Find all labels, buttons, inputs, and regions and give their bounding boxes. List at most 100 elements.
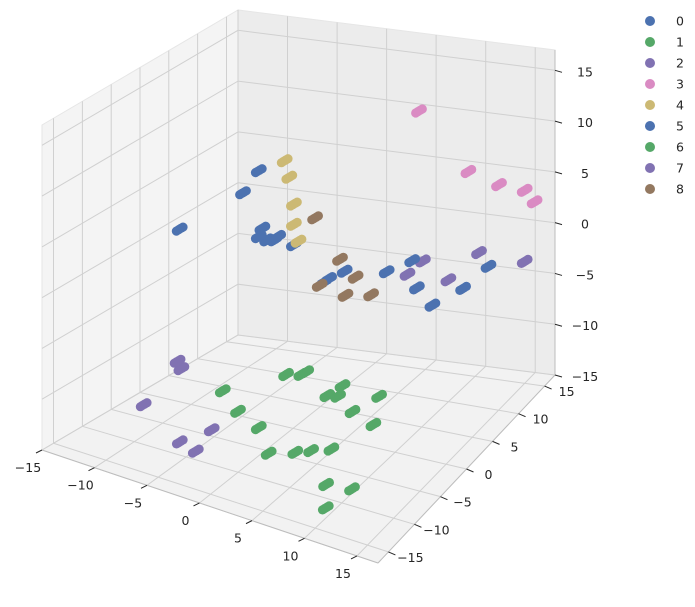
data-point <box>267 446 277 456</box>
data-point <box>288 170 298 180</box>
legend-label-4: 4 <box>676 98 684 113</box>
series-3 <box>411 104 543 209</box>
x-tick-mark <box>140 484 148 489</box>
data-point <box>330 442 340 452</box>
z-tick-label: −10 <box>572 318 598 333</box>
z-tick-label: 0 <box>581 217 589 232</box>
data-point <box>351 404 361 415</box>
legend-label-7: 7 <box>676 161 684 176</box>
series-6 <box>214 384 360 515</box>
x-tick-label: 15 <box>335 566 351 581</box>
data-point <box>178 435 188 445</box>
x-tick-mark <box>193 502 200 507</box>
data-point <box>318 278 328 288</box>
series-2 <box>169 246 533 376</box>
data-point <box>415 281 425 291</box>
legend-marker-3 <box>645 79 655 89</box>
axis-lines <box>35 50 563 564</box>
data-point <box>338 252 348 262</box>
data-point <box>385 265 395 275</box>
y-tick-mark <box>492 440 500 445</box>
x-grid-line <box>146 22 338 486</box>
data-point <box>257 421 267 431</box>
data-point <box>421 254 431 264</box>
data-point <box>292 217 302 227</box>
legend-label-8: 8 <box>676 182 684 197</box>
x-tick-mark <box>350 555 358 560</box>
data-point <box>178 222 188 232</box>
legend-marker-2 <box>645 58 655 68</box>
y-grid-line <box>81 101 415 525</box>
x-grid-line <box>94 16 288 469</box>
y-tick-label: −15 <box>397 550 423 565</box>
data-point <box>176 354 186 364</box>
data-point <box>350 482 360 492</box>
x-grid-line <box>304 41 487 539</box>
z-tick-label: 5 <box>581 166 589 181</box>
legend-label-1: 1 <box>676 35 684 50</box>
data-point <box>372 417 382 428</box>
x-tick-mark <box>245 520 253 525</box>
series-5 <box>171 164 497 312</box>
z-grid-line <box>41 283 556 400</box>
y-tick-mark <box>388 551 396 556</box>
data-point <box>180 362 190 372</box>
y-grid-line <box>139 67 467 470</box>
x-tick-label: 5 <box>234 531 242 546</box>
data-point <box>523 254 533 264</box>
data-point <box>294 445 304 455</box>
data-point <box>297 234 307 244</box>
z-grid-line <box>41 334 556 451</box>
data-point <box>417 104 427 114</box>
y-tick-mark <box>466 468 474 473</box>
x-tick-mark <box>35 449 43 454</box>
legend: 0 1 2 3 4 5 6 7 8 <box>645 14 684 197</box>
grid-lines <box>41 10 556 557</box>
z-tick-label: −15 <box>572 369 598 384</box>
x-grid-line <box>356 47 536 557</box>
data-point <box>461 281 471 291</box>
data-point <box>313 211 323 221</box>
data-points <box>135 104 543 515</box>
data-point <box>257 230 267 240</box>
z-tick-label: 10 <box>577 115 593 130</box>
y-tick-label: −5 <box>453 495 471 510</box>
x-tick-mark <box>88 467 95 472</box>
data-point <box>221 384 231 394</box>
data-point <box>309 444 319 454</box>
data-point <box>336 389 346 399</box>
data-point <box>533 195 543 205</box>
data-point <box>283 154 293 164</box>
x-tick-label: −10 <box>67 478 93 493</box>
data-point <box>241 186 251 196</box>
series-1 <box>278 365 387 459</box>
y-grid-line <box>197 33 519 415</box>
data-point <box>324 477 334 488</box>
z-tick-label: −5 <box>576 267 594 282</box>
data-point <box>261 221 271 231</box>
data-point <box>210 423 220 433</box>
x-tick-label: −15 <box>15 460 41 475</box>
data-point <box>377 389 387 399</box>
z-grid-line <box>41 29 556 146</box>
legend-marker-4 <box>645 100 655 110</box>
z-tick-mark <box>554 272 563 276</box>
z-tick-mark <box>554 69 563 73</box>
data-point <box>327 272 337 282</box>
data-point <box>273 233 283 243</box>
x-tick-label: −5 <box>124 495 142 510</box>
z-tick-mark <box>554 323 563 327</box>
tick-labels: −15−15−15−10−10−10−5 −5−50005551010101515… <box>15 64 598 581</box>
y-grid-line <box>168 50 493 442</box>
data-point <box>354 270 364 280</box>
y-tick-mark <box>414 523 422 528</box>
legend-label-0: 0 <box>676 14 684 29</box>
y-tick-mark <box>440 496 448 501</box>
y-grid-line <box>226 16 545 387</box>
legend-marker-8 <box>645 184 655 194</box>
data-point <box>292 197 302 207</box>
data-point <box>304 365 315 375</box>
legend-marker-7 <box>645 163 655 173</box>
data-point <box>523 183 533 193</box>
